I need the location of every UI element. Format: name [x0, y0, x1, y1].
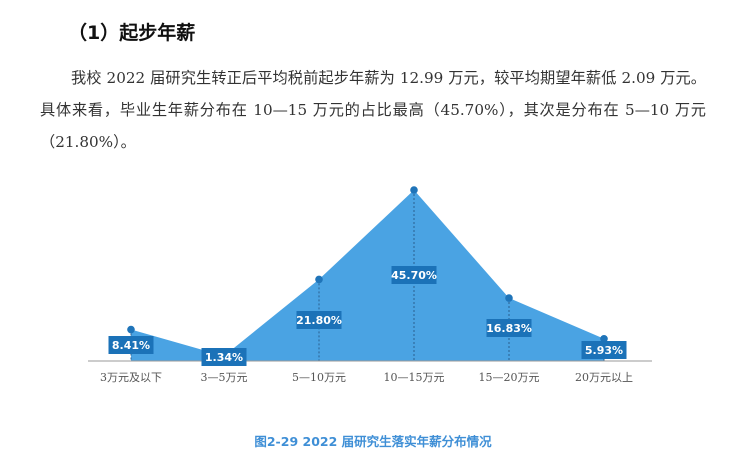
- data-label: 16.83%: [486, 322, 532, 335]
- data-label-bg: [391, 266, 437, 284]
- data-label-bg: [486, 319, 532, 337]
- x-tick-label: 20万元以上: [575, 371, 633, 384]
- data-label: 5.93%: [585, 344, 623, 357]
- data-label: 21.80%: [296, 314, 342, 327]
- x-tick-label: 3—5万元: [201, 371, 248, 384]
- body-paragraph: 我校 2022 届研究生转正后平均税前起步年薪为 12.99 万元，较平均期望年…: [40, 62, 706, 158]
- chart-caption: 图2-29 2022 届研究生落实年薪分布情况: [254, 434, 492, 449]
- data-label: 8.41%: [112, 339, 150, 352]
- x-tick-label: 3万元及以下: [100, 371, 162, 384]
- data-label-bg: [201, 348, 247, 366]
- x-tick-label: 15—20万元: [479, 371, 540, 384]
- data-point: [127, 325, 135, 334]
- x-tick-label: 5—10万元: [292, 371, 346, 384]
- data-point: [315, 275, 323, 284]
- data-label-bg: [296, 311, 342, 329]
- data-label: 45.70%: [391, 269, 437, 282]
- data-point: [600, 335, 608, 343]
- paragraph-text: 我校 2022 届研究生转正后平均税前起步年薪为 12.99 万元，较平均期望年…: [40, 69, 706, 151]
- area-series: [131, 190, 604, 361]
- section-heading: （1）起步年薪: [68, 22, 196, 44]
- data-label-bg: [108, 336, 154, 354]
- x-tick-label: 10—15万元: [384, 371, 445, 384]
- data-point: [505, 294, 513, 302]
- data-label: 1.34%: [205, 351, 243, 364]
- data-label-bg: [581, 341, 627, 359]
- data-point: [410, 186, 418, 194]
